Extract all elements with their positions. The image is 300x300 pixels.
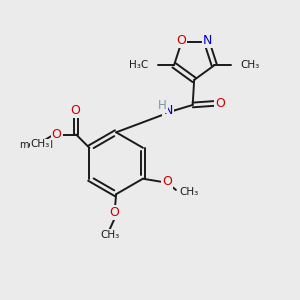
Text: N: N bbox=[163, 104, 173, 117]
Text: O: O bbox=[52, 128, 61, 141]
Text: O: O bbox=[110, 206, 120, 219]
Text: CH₃: CH₃ bbox=[241, 60, 260, 70]
Text: O: O bbox=[70, 103, 80, 117]
Text: CH₃: CH₃ bbox=[179, 187, 199, 197]
Text: O: O bbox=[215, 97, 225, 110]
Text: methyl: methyl bbox=[19, 140, 53, 150]
Text: N: N bbox=[203, 34, 212, 47]
Text: H₃C: H₃C bbox=[128, 60, 148, 70]
Text: H: H bbox=[158, 99, 167, 112]
Text: CH₃: CH₃ bbox=[31, 139, 50, 149]
Text: CH₃: CH₃ bbox=[100, 230, 120, 239]
Text: O: O bbox=[176, 34, 186, 47]
Text: O: O bbox=[162, 175, 172, 188]
